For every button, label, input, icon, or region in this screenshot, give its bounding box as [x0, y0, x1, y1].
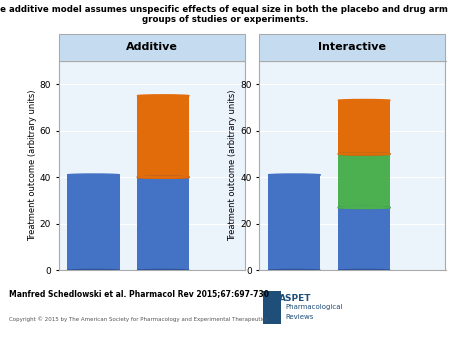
- Text: Reviews: Reviews: [286, 314, 314, 320]
- Bar: [338, 100, 390, 154]
- Bar: [137, 96, 189, 177]
- Ellipse shape: [338, 153, 390, 155]
- Bar: [268, 175, 320, 270]
- Text: Additive: Additive: [126, 42, 177, 52]
- Ellipse shape: [137, 176, 189, 178]
- Text: ASPET: ASPET: [279, 294, 311, 303]
- FancyBboxPatch shape: [260, 33, 446, 61]
- Y-axis label: Treatment outcome (arbitrary units): Treatment outcome (arbitrary units): [229, 90, 238, 241]
- Text: Pharmacological: Pharmacological: [286, 304, 343, 310]
- Ellipse shape: [338, 207, 390, 209]
- Bar: [338, 154, 390, 208]
- Ellipse shape: [338, 99, 390, 101]
- Ellipse shape: [67, 174, 120, 176]
- Ellipse shape: [338, 207, 390, 209]
- Ellipse shape: [137, 95, 189, 97]
- Ellipse shape: [338, 153, 390, 155]
- Y-axis label: Treatment outcome (arbitrary units): Treatment outcome (arbitrary units): [27, 90, 36, 241]
- Text: Interactive: Interactive: [319, 42, 387, 52]
- Ellipse shape: [268, 174, 320, 176]
- Text: Copyright © 2015 by The American Society for Pharmacology and Experimental Thera: Copyright © 2015 by The American Society…: [9, 316, 268, 322]
- Ellipse shape: [338, 269, 390, 271]
- Bar: [338, 208, 390, 270]
- Text: The additive model assumes unspecific effects of equal size in both the placebo : The additive model assumes unspecific ef…: [0, 5, 450, 24]
- Ellipse shape: [338, 153, 390, 155]
- Ellipse shape: [268, 269, 320, 271]
- Bar: [67, 175, 120, 270]
- Ellipse shape: [137, 176, 189, 178]
- Bar: [137, 177, 189, 270]
- Ellipse shape: [137, 269, 189, 271]
- Ellipse shape: [67, 269, 120, 271]
- Ellipse shape: [338, 207, 390, 209]
- Ellipse shape: [137, 176, 189, 178]
- Legend: Additive drug-
specific effects, Placebo effect: Additive drug- specific effects, Placebo…: [279, 96, 349, 122]
- Text: Manfred Schedlowski et al. Pharmacol Rev 2015;67:697-730: Manfred Schedlowski et al. Pharmacol Rev…: [9, 289, 269, 298]
- FancyBboxPatch shape: [58, 33, 244, 61]
